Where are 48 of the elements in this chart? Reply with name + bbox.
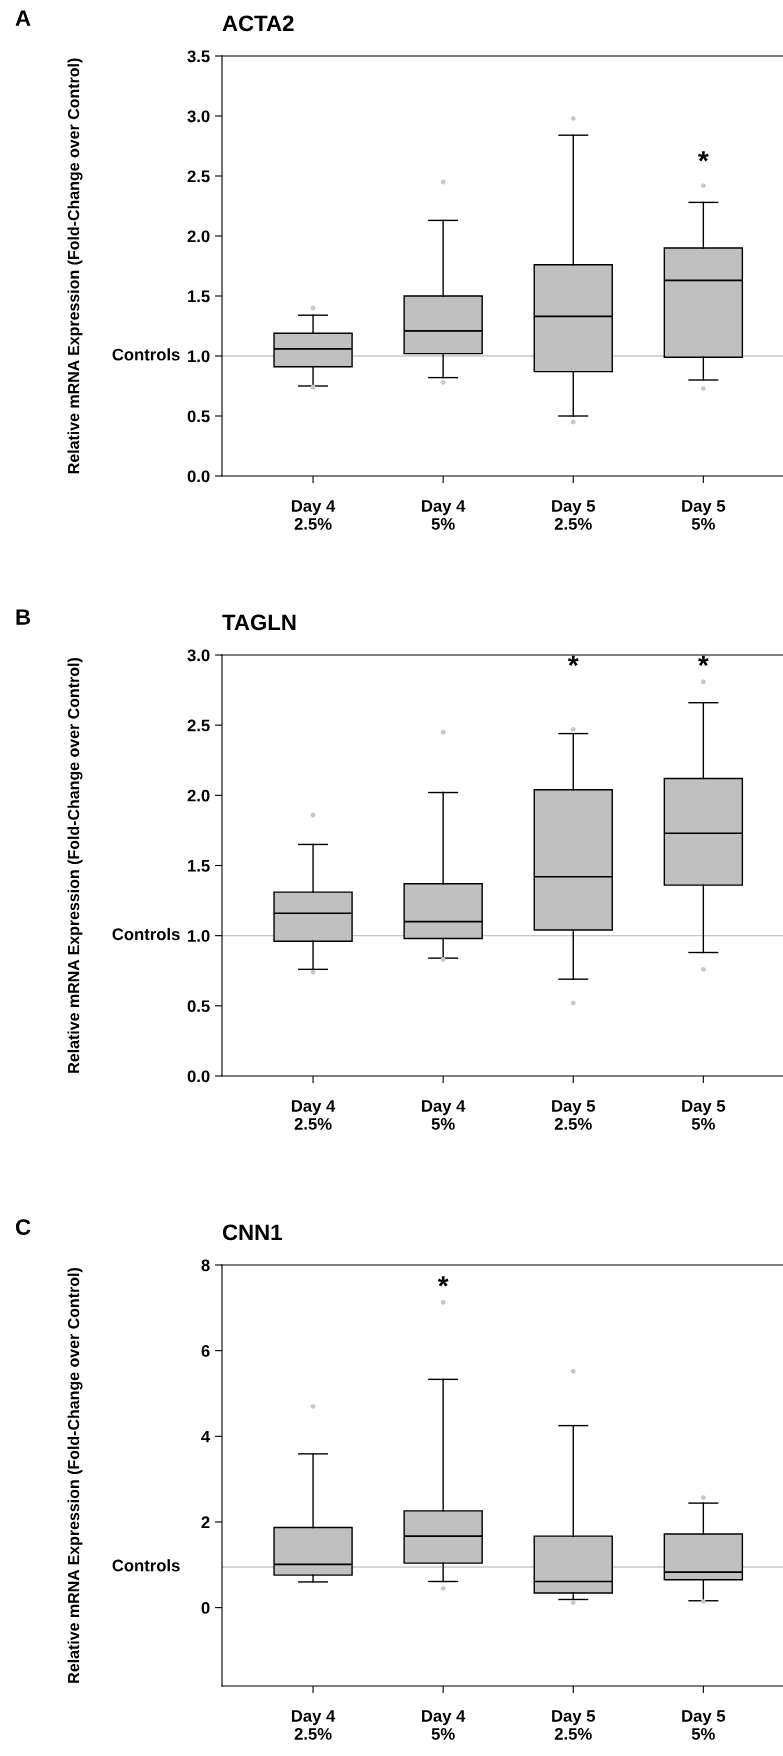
y-tick-label: 2.5 (187, 719, 210, 732)
y-tick-label: 3.5 (187, 50, 210, 63)
x-tick-label: Day 5 2.5% (552, 500, 596, 530)
x-tick-label: Day 4 5% (422, 1710, 466, 1740)
y-tick-label: 0.5 (187, 1000, 210, 1013)
x-tick-label: Day 4 5% (422, 1100, 466, 1130)
chart-title: CNN1 (222, 1224, 282, 1241)
x-tick-label: Day 5 2.5% (552, 1100, 596, 1130)
y-tick-label: 1.5 (188, 860, 210, 872)
annotation: * (698, 151, 709, 162)
ref-line-label: Controls (112, 1559, 180, 1572)
x-tick-label: Day 5 5% (682, 1100, 726, 1130)
y-tick-label: 2.0 (187, 789, 210, 802)
y-tick-label: 3.0 (187, 110, 210, 123)
y-axis-title: Relative mRNA Expression (Fold-Change over Control) (67, 1268, 83, 1683)
chart-title: ACTA2 (222, 15, 294, 32)
y-tick-label: 3.0 (187, 649, 210, 662)
y-tick-label: 6 (201, 1345, 210, 1357)
ref-line-label: Controls (112, 348, 180, 361)
x-tick-label: Day 4 5% (422, 500, 466, 530)
annotation: * (437, 1276, 449, 1287)
y-tick-label: 8 (201, 1259, 210, 1272)
text: A (15, 10, 31, 26)
ref-line-label: Controls (112, 927, 180, 941)
text: B (16, 609, 31, 625)
y-tick-label: 1.0 (188, 930, 210, 942)
x-tick-label: Day 4 2.5% (291, 1100, 336, 1130)
y-tick-label: 4 (201, 1430, 211, 1443)
y-tick-label: 1.0 (188, 350, 210, 363)
annotation: * (567, 655, 579, 667)
y-axis-title: Relative mRNA Expression (Fold-Change over Control) (67, 58, 83, 474)
annotation: * (698, 655, 709, 667)
y-tick-label: 0 (201, 1602, 210, 1614)
y-tick-label: 0.0 (187, 1070, 210, 1083)
y-tick-label: 0.0 (187, 470, 210, 483)
y-tick-label: 2 (201, 1516, 210, 1529)
y-tick-label: 2.5 (187, 170, 210, 183)
x-tick-label: Day 5 5% (682, 1710, 726, 1740)
y-tick-label: 1.5 (188, 290, 210, 303)
y-axis-title: Relative mRNA Expression (Fold-Change over Control) (67, 658, 83, 1073)
chart-title: TAGLN (222, 614, 296, 631)
text: C (15, 1219, 31, 1235)
x-tick-label: Day 4 2.5% (291, 1710, 336, 1740)
x-tick-label: Day 4 2.5% (291, 500, 336, 530)
y-tick-label: 0.5 (187, 410, 210, 423)
y-tick-label: 2.0 (187, 230, 210, 243)
x-tick-label: Day 5 5% (682, 500, 726, 530)
x-tick-label: Day 5 2.5% (552, 1710, 596, 1740)
